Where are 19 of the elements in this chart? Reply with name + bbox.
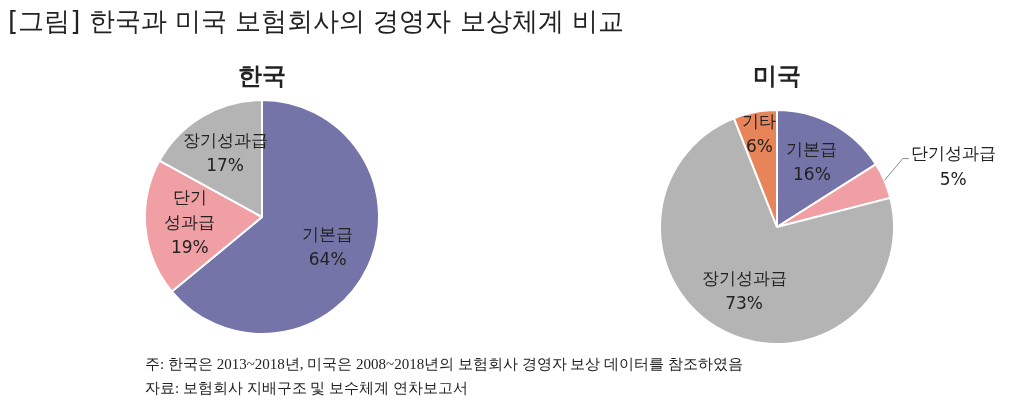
text: 주: 한국은 2013~2018년, 미국은 2008~2018년의 보험회사 경영자 보상 데이터를 참조하였음 xyxy=(145,355,743,374)
data-label: 5% xyxy=(939,169,967,190)
data-label: 19% xyxy=(170,237,209,258)
slice-label: 기본급 xyxy=(786,139,838,160)
text: 자료: 보험회사 지배구조 및 보수체계 연차보고서 xyxy=(145,379,468,398)
slice-label: 기본급 xyxy=(302,223,354,244)
slice-label: 단기성과급 xyxy=(910,143,996,164)
data-label: 6% xyxy=(745,135,773,156)
data-label: 64% xyxy=(308,248,347,269)
chart-title: 한국 xyxy=(238,61,286,92)
data-label: 73% xyxy=(725,292,763,313)
data-label: 16% xyxy=(793,164,831,185)
data-label: 17% xyxy=(206,155,244,176)
text: [그림] 한국과 미국 보험회사의 경영자 보상체계 비교 xyxy=(8,5,624,38)
chart-title: 미국 xyxy=(753,61,801,92)
slice-label: 단기성과급 xyxy=(164,187,216,233)
slice-label: 기타 xyxy=(742,110,777,131)
slice-label: 장기성과급 xyxy=(182,130,268,151)
slice-label: 장기성과급 xyxy=(701,267,787,288)
